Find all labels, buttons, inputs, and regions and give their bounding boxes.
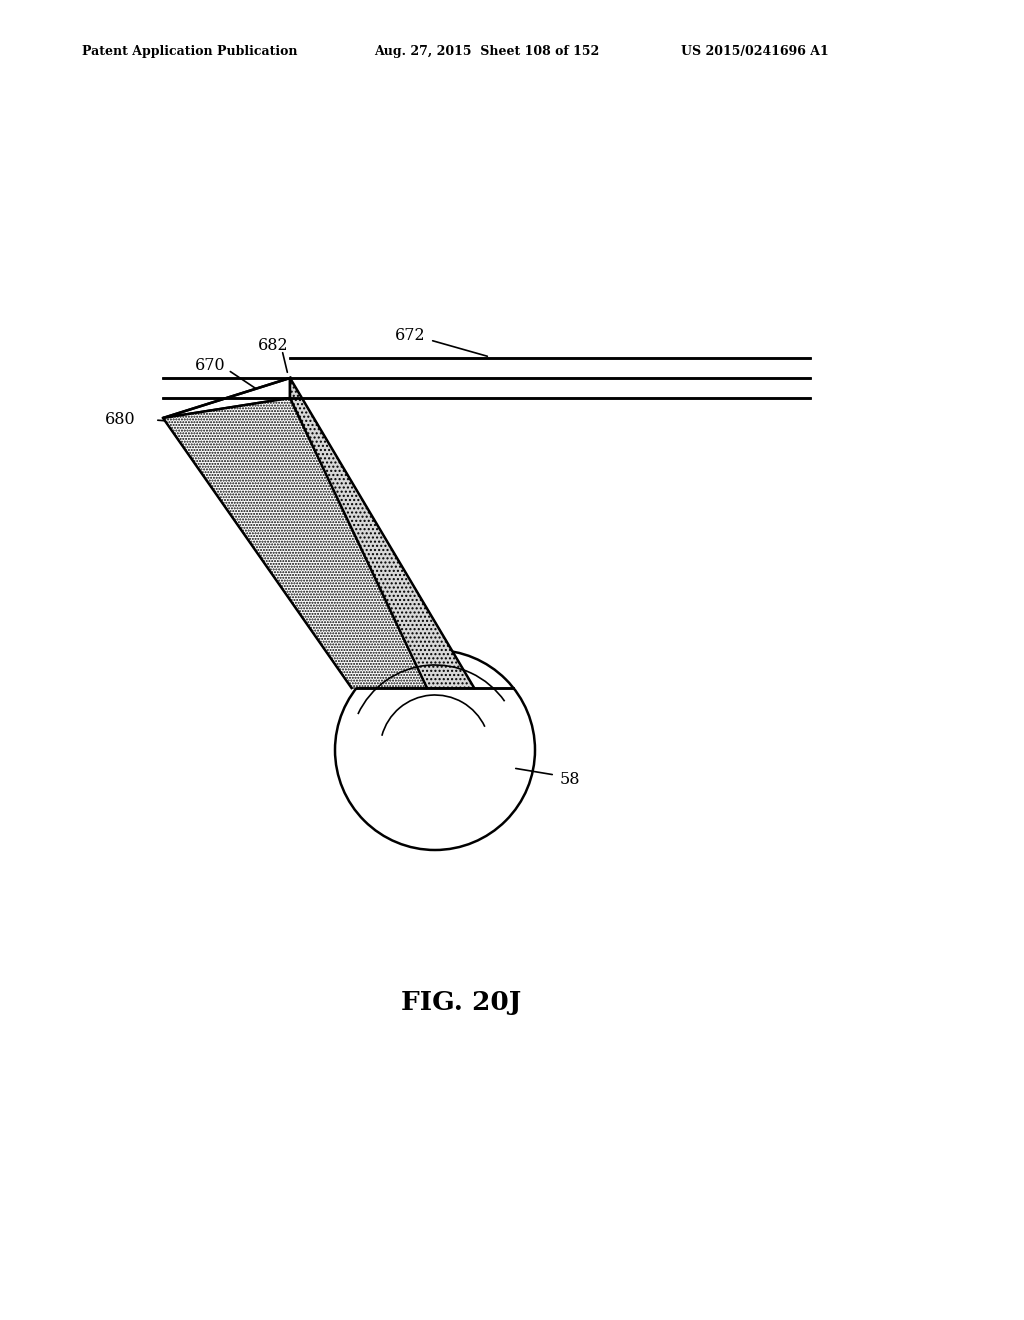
Text: 670: 670 — [195, 356, 225, 374]
Text: 672: 672 — [395, 326, 426, 343]
Text: 682: 682 — [258, 337, 289, 354]
Text: 58: 58 — [560, 771, 581, 788]
Polygon shape — [163, 399, 427, 688]
Text: Patent Application Publication: Patent Application Publication — [82, 45, 297, 58]
Text: FIG. 20J: FIG. 20J — [400, 990, 521, 1015]
Polygon shape — [290, 378, 474, 688]
Text: 680: 680 — [105, 412, 135, 429]
Text: US 2015/0241696 A1: US 2015/0241696 A1 — [681, 45, 828, 58]
Text: Aug. 27, 2015  Sheet 108 of 152: Aug. 27, 2015 Sheet 108 of 152 — [374, 45, 599, 58]
